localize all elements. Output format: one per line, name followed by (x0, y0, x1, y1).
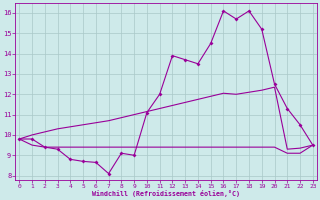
X-axis label: Windchill (Refroidissement éolien,°C): Windchill (Refroidissement éolien,°C) (92, 190, 240, 197)
